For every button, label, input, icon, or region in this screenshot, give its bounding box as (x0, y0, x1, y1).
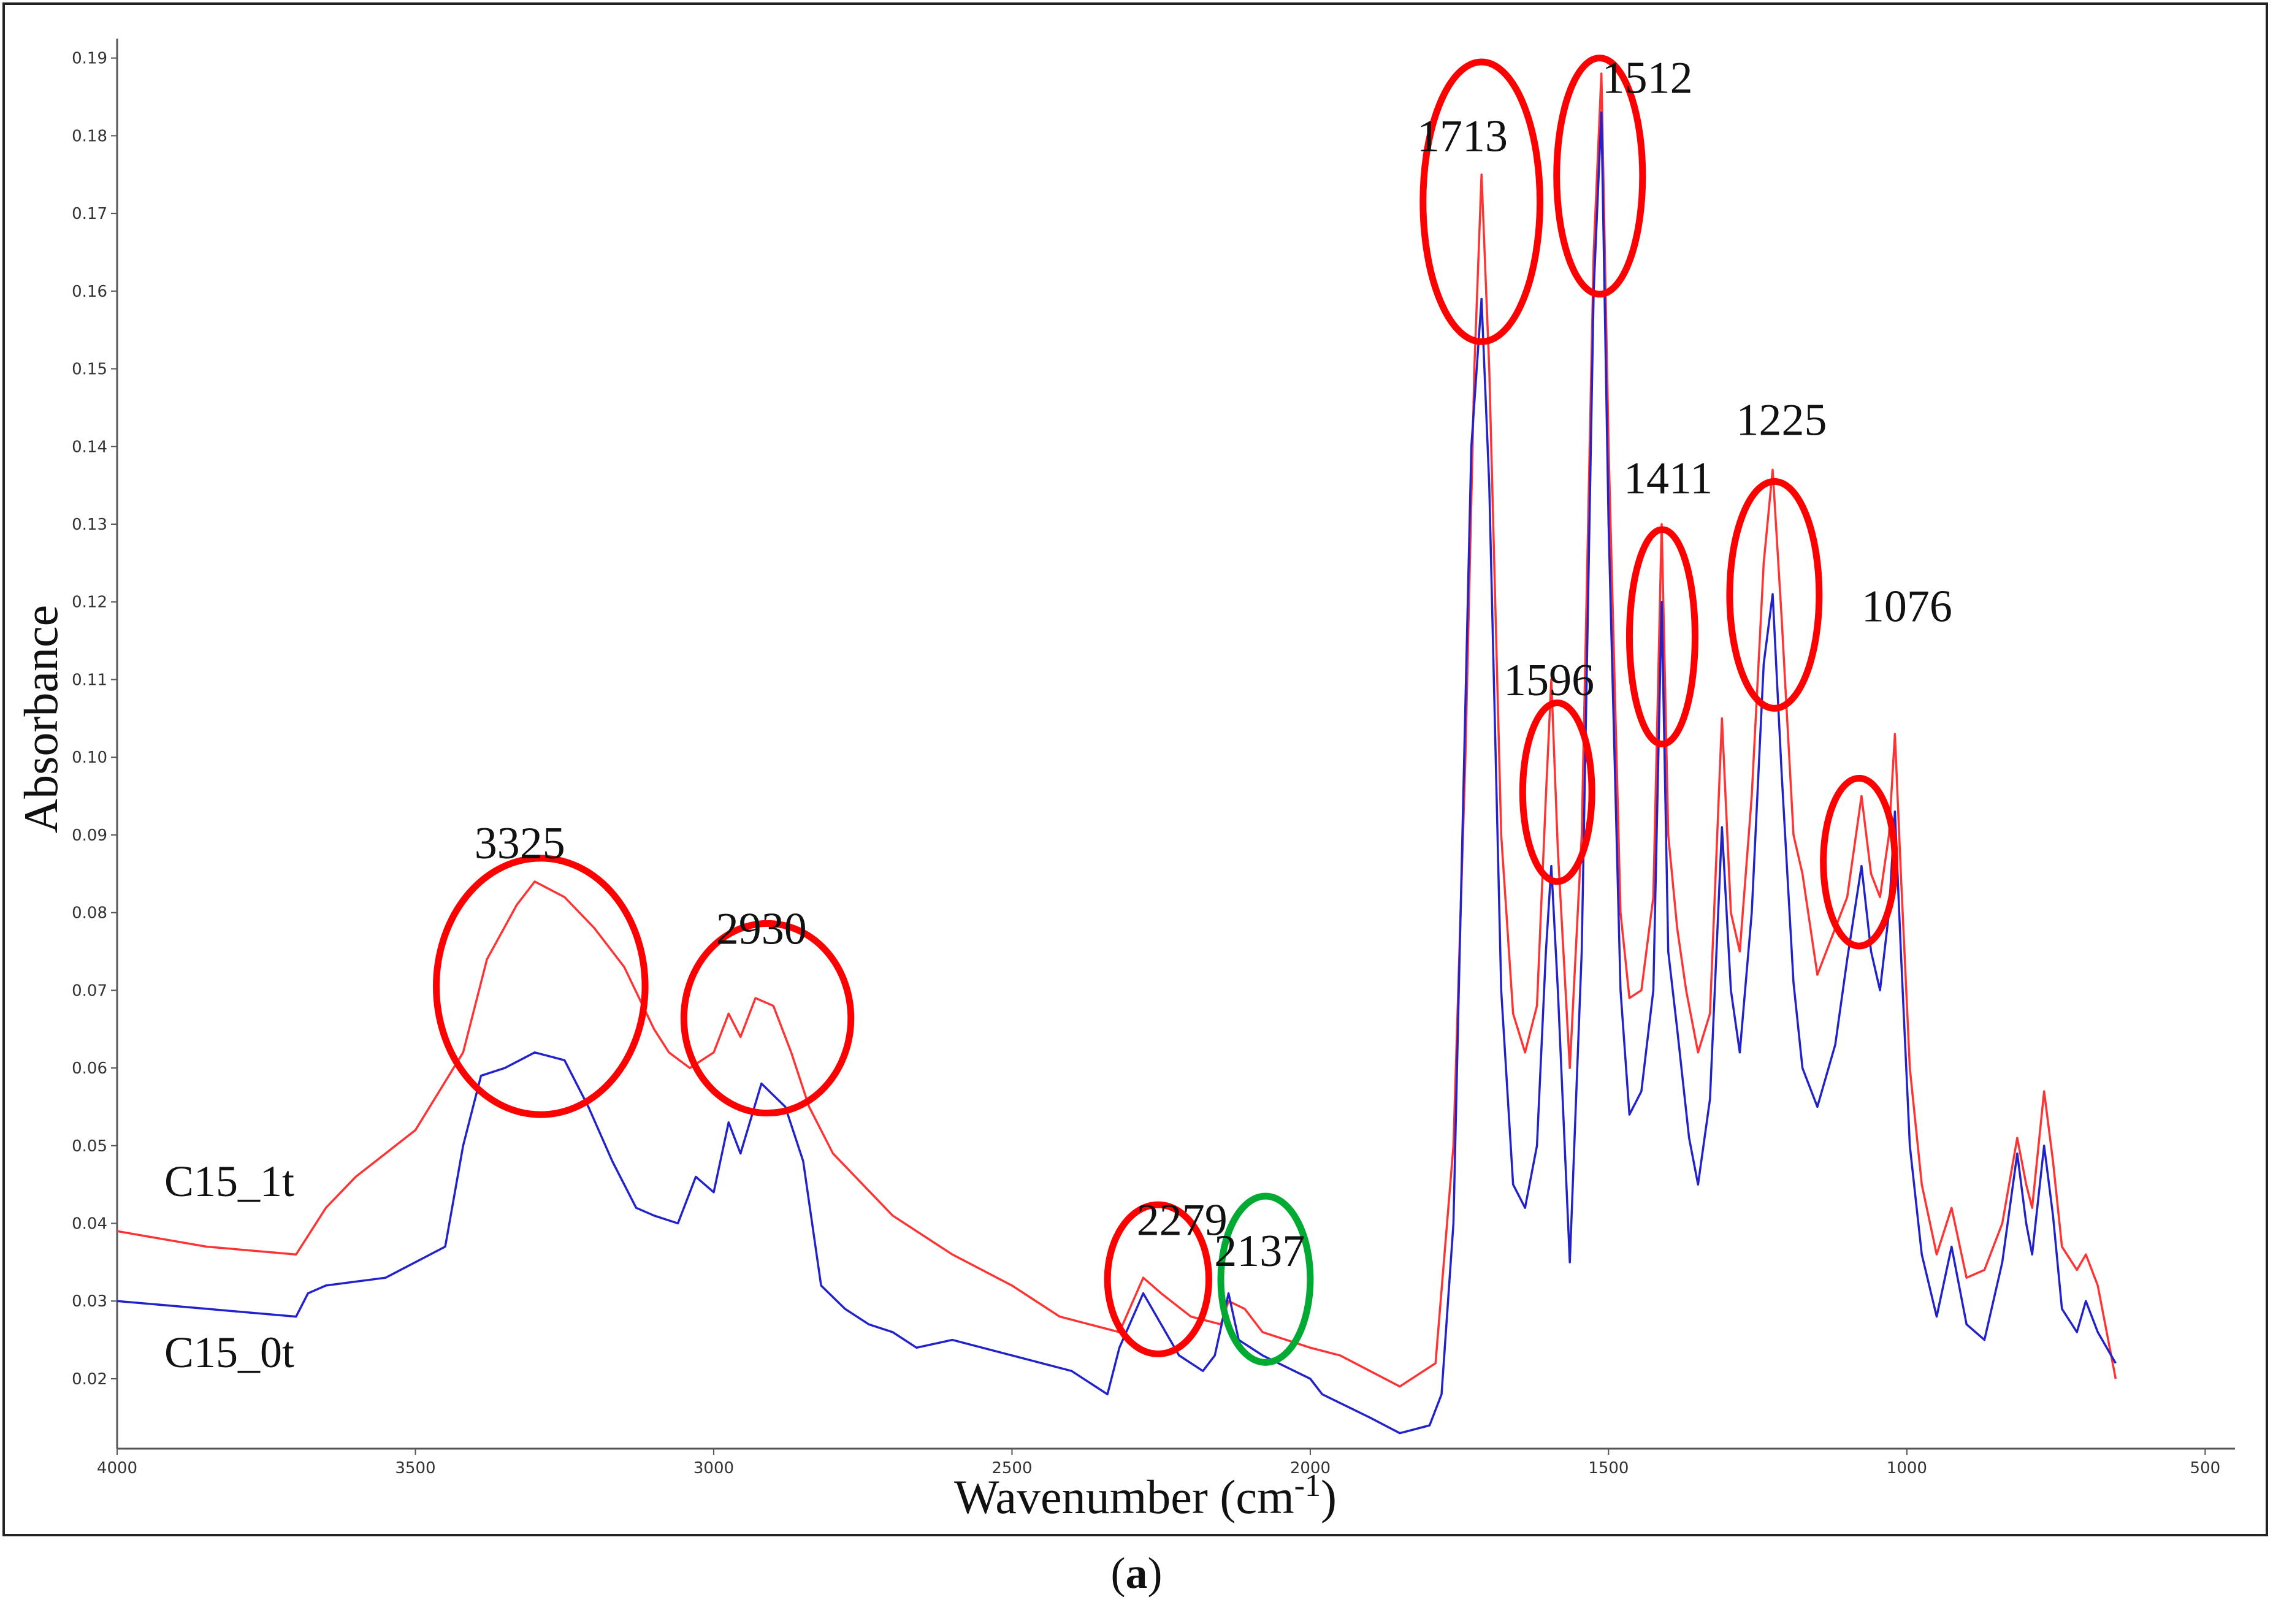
y-tick-label: 0.02 (72, 1370, 107, 1389)
peak-label-1596: 1596 (1503, 655, 1594, 706)
y-tick-label: 0.11 (72, 671, 107, 689)
peak-label-2930: 2930 (716, 904, 807, 954)
peak-highlight-ellipse (1726, 478, 1823, 712)
peak-highlight-ellipse (1217, 1192, 1314, 1366)
x-axis-label-close: ) (1321, 1470, 1337, 1523)
y-tick-label: 0.12 (72, 593, 107, 612)
peak-label-1512: 1512 (1602, 53, 1693, 104)
x-tick-label: 2000 (1290, 1459, 1331, 1477)
series-labels: C15_1t C15_0t (164, 1157, 294, 1377)
y-tick-label: 0.13 (72, 516, 107, 534)
x-tick-label: 4000 (97, 1459, 137, 1477)
series-label-c15-0t: C15_0t (164, 1328, 294, 1377)
peak-highlight-ellipse (1553, 55, 1646, 298)
series-label-c15-1t: C15_1t (164, 1157, 294, 1206)
y-tick-label: 0.07 (72, 982, 107, 1000)
y-tick-label: 0.17 (72, 205, 107, 223)
peak-label-1411: 1411 (1624, 453, 1713, 503)
y-tick-label: 0.05 (72, 1137, 107, 1156)
x-axis-label-sup: -1 (1294, 1468, 1321, 1503)
y-tick-label: 0.19 (72, 50, 107, 68)
x-tick-label: 2500 (991, 1459, 1032, 1477)
peak-highlights (433, 55, 1898, 1366)
series-line-c15-1t (117, 72, 2117, 1388)
peak-highlight-ellipse (1519, 699, 1595, 885)
peak-label-1225: 1225 (1736, 395, 1827, 445)
y-tick-label: 0.10 (72, 749, 107, 767)
peak-label-3325: 3325 (475, 818, 565, 869)
peak-highlight-ellipse (1820, 774, 1898, 950)
y-tick-label: 0.14 (72, 438, 107, 456)
ftir-chart: 4000 3500 3000 2500 2000 1500 1000 500 0.02 0.03… (14, 39, 2235, 1523)
peak-highlight-ellipse (433, 855, 649, 1118)
y-tick-label: 0.03 (72, 1292, 107, 1311)
x-tick-label: 1500 (1588, 1459, 1629, 1477)
x-tick-label: 3500 (395, 1459, 435, 1477)
x-tick-label: 3000 (693, 1459, 734, 1477)
peak-highlight-ellipse (1625, 526, 1698, 748)
x-tick-labels: 4000 3500 3000 2500 2000 1500 1000 500 (97, 1449, 2220, 1477)
figure-caption: (a) (1110, 1549, 1163, 1598)
peak-highlight-ellipse (680, 920, 855, 1117)
y-tick-label: 0.16 (72, 283, 107, 301)
y-axis-label: Absorbance (14, 605, 67, 834)
caption-letter: a (1125, 1549, 1148, 1598)
peak-label-2137: 2137 (1214, 1226, 1305, 1276)
plot-axes (116, 39, 2235, 1450)
y-tick-label: 0.09 (72, 826, 107, 845)
peak-label-1076: 1076 (1862, 581, 1952, 631)
peak-highlight-ellipse (1104, 1201, 1213, 1357)
chart-frame: 4000 3500 3000 2500 2000 1500 1000 500 0.02 0.03… (2, 2, 2268, 1536)
y-tick-label: 0.15 (72, 360, 107, 379)
y-tick-label: 0.08 (72, 904, 107, 923)
peak-highlight-ellipse (1419, 58, 1544, 345)
y-tick-labels: 0.02 0.03 0.04 0.05 0.06 0.07 0.08 0.09 0.10 0.11… (72, 50, 117, 1389)
y-tick-label: 0.06 (72, 1059, 107, 1078)
x-tick-label: 500 (2190, 1459, 2221, 1477)
x-axis-label: Wavenumber (cm-1) (954, 1468, 1337, 1523)
series-lines (117, 72, 2117, 1435)
y-tick-label: 0.18 (72, 127, 107, 145)
y-tick-label: 0.04 (72, 1215, 107, 1233)
peak-label-1713: 1713 (1417, 112, 1508, 162)
x-axis-label-text: Wavenumber (cm (954, 1470, 1294, 1523)
peak-label-2279: 2279 (1137, 1195, 1228, 1246)
x-tick-label: 1000 (1887, 1459, 1927, 1477)
